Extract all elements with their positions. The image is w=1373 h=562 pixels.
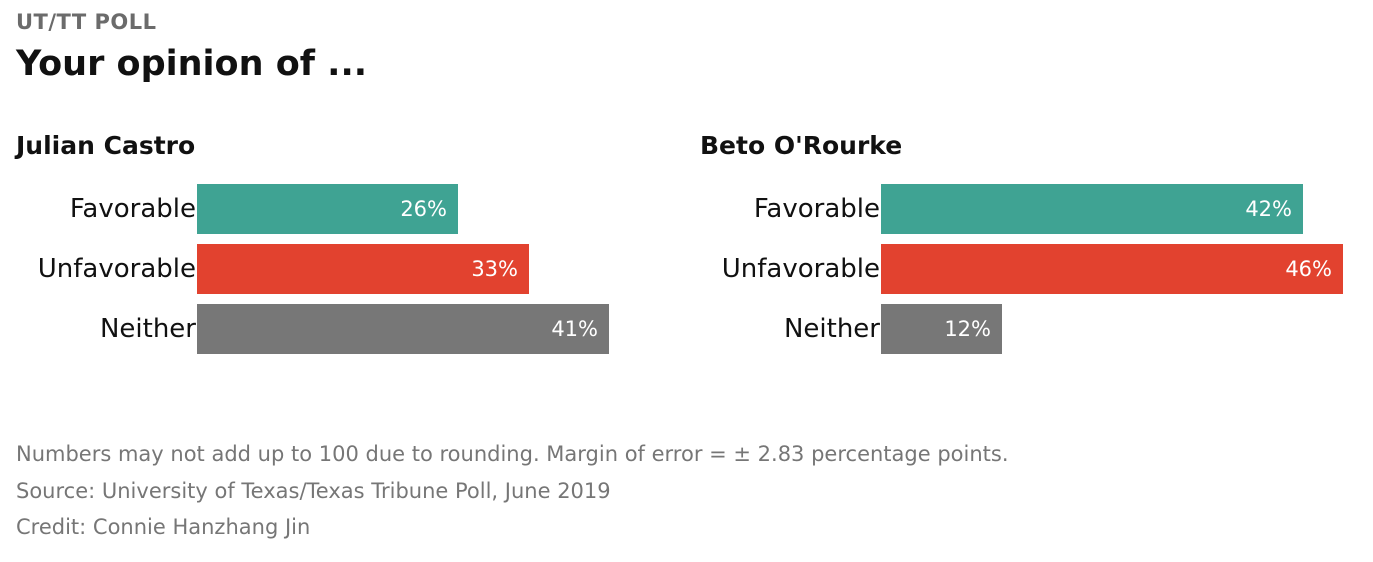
bar-value-label: 46% bbox=[1285, 257, 1332, 281]
bar-neither: 41% bbox=[197, 304, 609, 354]
source-note: Source: University of Texas/Texas Tribun… bbox=[16, 478, 611, 503]
bar-neither: 12% bbox=[881, 304, 1002, 354]
panel-title: Beto O'Rourke bbox=[700, 131, 903, 160]
chart-kicker: UT/TT POLL bbox=[16, 10, 157, 34]
panel-title: Julian Castro bbox=[16, 131, 196, 160]
category-label: Neither bbox=[783, 314, 880, 344]
bar-favorable: 42% bbox=[881, 184, 1303, 234]
chart-title: Your opinion of ... bbox=[16, 44, 368, 84]
bar-row-neither: Neither 12% bbox=[700, 304, 1360, 354]
chart-footer: Numbers may not add up to 100 due to rou… bbox=[16, 436, 1009, 546]
chart-panel-castro: Julian Castro Favorable 26% Unfavorable 33%… bbox=[16, 126, 676, 366]
bar-value-label: 33% bbox=[471, 257, 518, 281]
bar-value-label: 12% bbox=[944, 317, 991, 341]
category-label: Favorable bbox=[69, 194, 196, 224]
bar-row-favorable: Favorable 42% bbox=[700, 184, 1360, 234]
bar-value-label: 42% bbox=[1245, 197, 1292, 221]
bar-unfavorable: 33% bbox=[197, 244, 529, 294]
footnote: Numbers may not add up to 100 due to rou… bbox=[16, 442, 1009, 466]
credit-note: Credit: Connie Hanzhang Jin bbox=[16, 515, 311, 539]
category-label: Unfavorable bbox=[721, 254, 880, 284]
category-label: Favorable bbox=[753, 194, 880, 224]
bar-favorable: 26% bbox=[197, 184, 458, 234]
bar-row-unfavorable: Unfavorable 46% bbox=[700, 244, 1360, 294]
category-label: Neither bbox=[99, 314, 196, 344]
bar-row-unfavorable: Unfavorable 33% bbox=[16, 244, 676, 294]
chart-panel-orourke: Beto O'Rourke Favorable 42% Unfavorable 46%… bbox=[700, 126, 1360, 366]
bar-row-neither: Neither 41% bbox=[16, 304, 676, 354]
bar-row-favorable: Favorable 26% bbox=[16, 184, 676, 234]
category-label: Unfavorable bbox=[37, 254, 196, 284]
bar-unfavorable: 46% bbox=[881, 244, 1343, 294]
bar-value-label: 26% bbox=[400, 197, 447, 221]
bar-value-label: 41% bbox=[551, 317, 598, 341]
